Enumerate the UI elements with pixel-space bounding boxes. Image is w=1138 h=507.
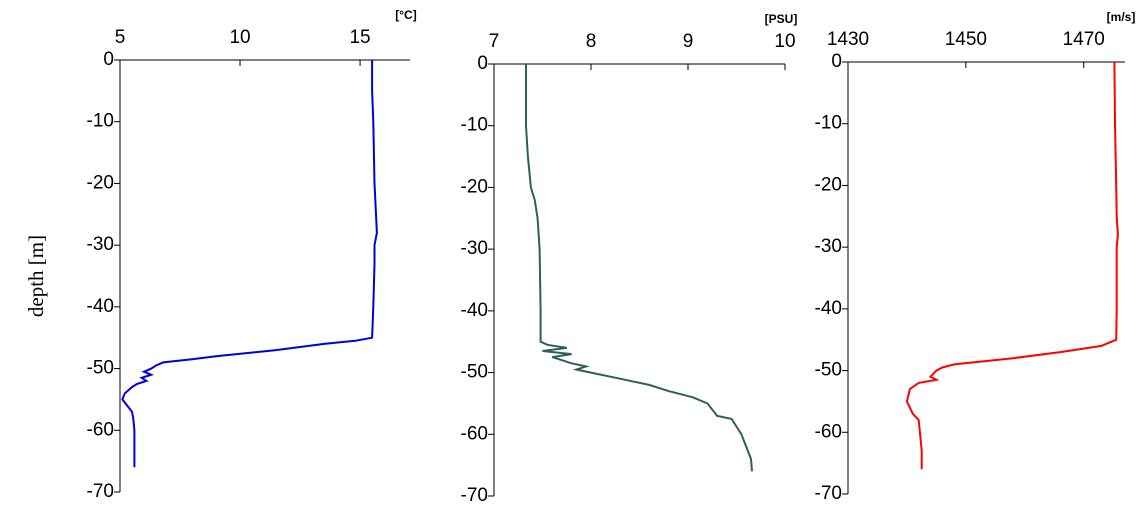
y-tick-label: -20 bbox=[815, 174, 842, 195]
x-tick-label: 5 bbox=[115, 27, 126, 48]
y-tick-label: -40 bbox=[815, 298, 842, 319]
x-tick-label: 10 bbox=[229, 27, 250, 48]
y-tick-label: -10 bbox=[815, 113, 842, 134]
y-tick-label: -40 bbox=[461, 300, 488, 321]
y-tick-label: -30 bbox=[461, 238, 488, 259]
y-tick-label: -50 bbox=[87, 358, 114, 379]
x-tick-label: 15 bbox=[349, 27, 370, 48]
y-axis-label: depth [m] bbox=[24, 235, 48, 317]
y-tick-label: -10 bbox=[461, 115, 488, 136]
x-tick-label: 1430 bbox=[827, 29, 869, 50]
y-tick-label: -20 bbox=[87, 172, 114, 193]
y-tick-label: -40 bbox=[87, 296, 114, 317]
y-tick-label: -50 bbox=[461, 362, 488, 383]
profile-line bbox=[121, 60, 378, 468]
y-tick-label: -70 bbox=[87, 481, 114, 502]
x-tick-label: 10 bbox=[774, 31, 795, 52]
y-tick-label: -10 bbox=[87, 111, 114, 132]
y-tick-label: -60 bbox=[461, 423, 488, 444]
profile-line bbox=[525, 64, 753, 472]
x-tick-label: 1450 bbox=[945, 29, 987, 50]
unit-label: [PSU] bbox=[765, 12, 798, 26]
y-tick-label: 0 bbox=[103, 49, 114, 70]
y-tick-label: -20 bbox=[461, 176, 488, 197]
unit-label: [m/s] bbox=[1107, 10, 1136, 24]
x-tick-label: 8 bbox=[586, 31, 597, 52]
y-tick-label: -60 bbox=[87, 419, 114, 440]
x-tick-label: 1470 bbox=[1063, 29, 1105, 50]
y-tick-label: 0 bbox=[477, 53, 488, 74]
y-tick-label: -30 bbox=[815, 236, 842, 257]
y-tick-label: -50 bbox=[815, 360, 842, 381]
y-tick-label: -70 bbox=[815, 483, 842, 504]
x-tick-label: 7 bbox=[489, 31, 500, 52]
y-tick-label: -30 bbox=[87, 234, 114, 255]
x-tick-label: 9 bbox=[683, 31, 694, 52]
unit-label: [°C] bbox=[395, 8, 416, 22]
profile-line bbox=[905, 61, 1119, 470]
y-tick-label: 0 bbox=[831, 51, 842, 72]
y-tick-label: -60 bbox=[815, 421, 842, 442]
y-tick-label: -70 bbox=[461, 485, 488, 506]
